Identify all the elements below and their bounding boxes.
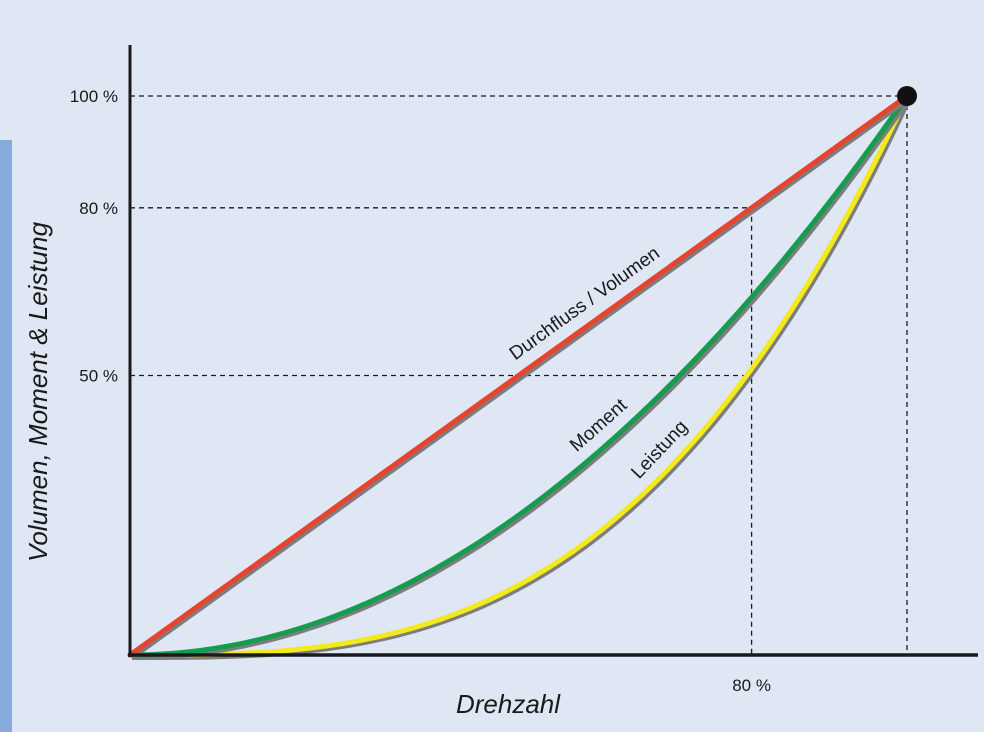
y-tick-label: 50 %: [79, 367, 118, 386]
y-tick-label: 80 %: [79, 199, 118, 218]
x-axis-title: Drehzahl: [456, 689, 561, 719]
y-axis-title: Volumen, Moment & Leistung: [23, 221, 53, 562]
series-shadow: [130, 95, 911, 660]
series-line: [127, 93, 910, 658]
series-line: [127, 93, 910, 658]
tick-labels: 50 % 80 % 100 % 80 %: [70, 87, 771, 695]
y-tick-label: 100 %: [70, 87, 118, 106]
reference-point-dot: [897, 86, 917, 106]
reference-guides: [130, 95, 908, 655]
x-tick-label: 80 %: [732, 676, 771, 695]
left-accent-strip: [0, 140, 12, 732]
axes: [128, 45, 978, 657]
series-line: [127, 93, 910, 658]
